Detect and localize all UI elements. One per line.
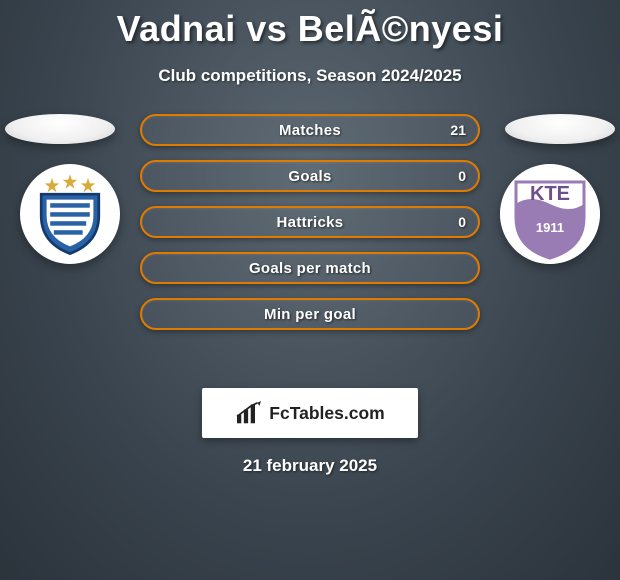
stat-value-right: 0 [458,168,466,184]
stat-label: Min per goal [264,306,356,323]
club-crest-right: KTE 1911 [500,164,600,264]
player-avatar-right [505,114,615,144]
stat-label: Goals [288,168,331,185]
stat-row: Hattricks 0 [140,206,480,238]
page-title: Vadnai vs BelÃ©nyesi [0,0,620,50]
stat-row: Goals per match [140,252,480,284]
branding-inner: FcTables.com [235,401,384,425]
stat-row: Matches 21 [140,114,480,146]
stat-value-right: 21 [450,122,466,138]
crest-right-svg: KTE 1911 [500,164,600,264]
date-text: 21 february 2025 [0,456,620,476]
stat-value-right: 0 [458,214,466,230]
branding-badge[interactable]: FcTables.com [202,388,418,438]
crest-right-year: 1911 [536,220,564,235]
crest-left-svg [25,169,115,259]
content: Vadnai vs BelÃ©nyesi Club competitions, … [0,0,620,580]
club-crest-left [20,164,120,264]
stat-row: Goals 0 [140,160,480,192]
stat-label: Matches [279,122,341,139]
crest-right-text: KTE [530,183,570,205]
stat-label: Goals per match [249,260,371,277]
stat-label: Hattricks [277,214,344,231]
stat-row: Min per goal [140,298,480,330]
player-avatar-left [5,114,115,144]
stats-list: Matches 21 Goals 0 Hattricks 0 Goals per… [140,114,480,330]
branding-text: FcTables.com [269,403,384,424]
bars-icon [235,401,263,425]
page-subtitle: Club competitions, Season 2024/2025 [0,66,620,86]
comparison-area: KTE 1911 Matches 21 Goals 0 Hattricks 0 [0,114,620,374]
